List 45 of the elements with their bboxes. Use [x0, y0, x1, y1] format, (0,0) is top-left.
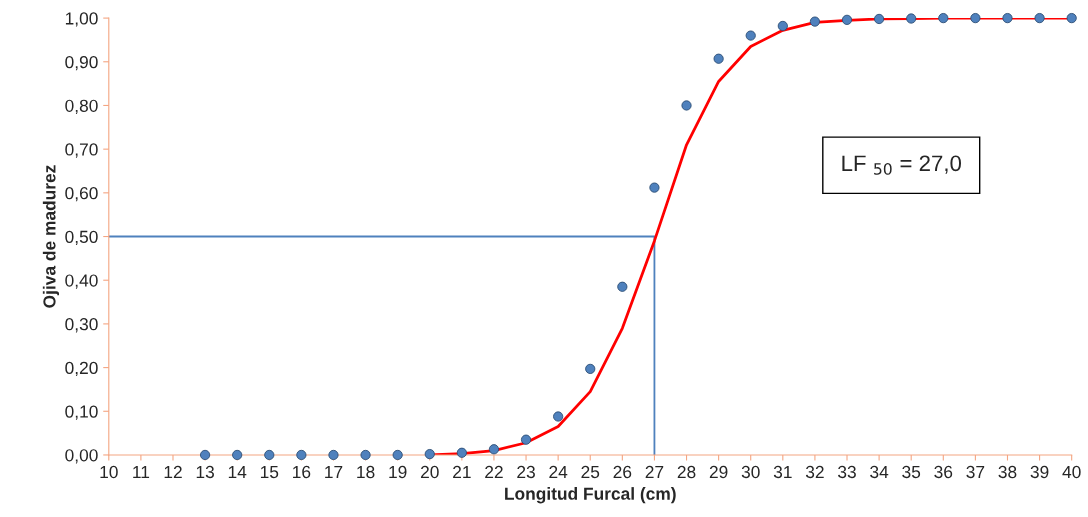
x-tick-label: 26 [613, 465, 632, 479]
x-tick-label: 34 [870, 465, 889, 479]
y-tick-label: 0,10 [65, 405, 98, 420]
y-tick-label: 0,40 [65, 274, 98, 289]
x-tick-label: 22 [485, 465, 503, 478]
x-tick-label: 16 [293, 465, 311, 479]
x-tick-label: 40 [1062, 465, 1081, 479]
y-tick-label: 0,60 [65, 187, 98, 202]
x-tick-label: 29 [709, 465, 728, 479]
x-tick-label: 21 [453, 465, 471, 478]
x-tick-label: 10 [100, 465, 118, 479]
x-tick-label: 19 [389, 465, 407, 479]
x-tick-label: 32 [805, 465, 824, 479]
annotation: LF $_{50}$ = 27,0 [842, 155, 962, 175]
x-tick-label: 33 [838, 465, 856, 479]
y-axis-title: Ojiva de madurez [42, 165, 60, 308]
y-tick-label: 1,00 [65, 12, 98, 27]
x-tick-label: 23 [517, 465, 535, 479]
x-tick-label: 12 [164, 465, 182, 478]
y-tick-label: 0,20 [65, 361, 98, 377]
x-tick-label: 20 [420, 465, 439, 479]
x-tick-label: 17 [325, 466, 343, 478]
y-tick-label: 0,70 [65, 143, 98, 158]
x-tick-label: 27 [645, 465, 664, 478]
y-tick-label: 0,30 [65, 318, 98, 333]
x-tick-label: 30 [741, 465, 760, 479]
x-tick-label: 39 [1030, 465, 1049, 479]
y-tick-label: 0,80 [65, 99, 98, 114]
x-tick-label: 14 [228, 466, 247, 478]
x-tick-label: 37 [966, 465, 985, 479]
y-tick-label: 0,90 [65, 55, 98, 71]
x-tick-label: 11 [133, 466, 150, 478]
x-tick-label: 36 [934, 465, 953, 479]
y-tick-label: 0,50 [65, 230, 98, 246]
x-tick-label: 35 [902, 465, 921, 479]
x-tick-label: 13 [196, 465, 214, 479]
x-tick-label: 18 [357, 465, 375, 479]
x-tick-label: 31 [773, 465, 792, 479]
x-tick-label: 24 [549, 465, 568, 478]
x-tick-label: 15 [260, 466, 279, 479]
x-tick-label: 38 [998, 465, 1017, 479]
x-tick-label: 28 [677, 465, 696, 479]
x-tick-label: 25 [581, 465, 600, 479]
x-axis-title: Longitud Furcal (cm) [505, 487, 676, 504]
y-tick-label: 0,00 [65, 449, 98, 464]
